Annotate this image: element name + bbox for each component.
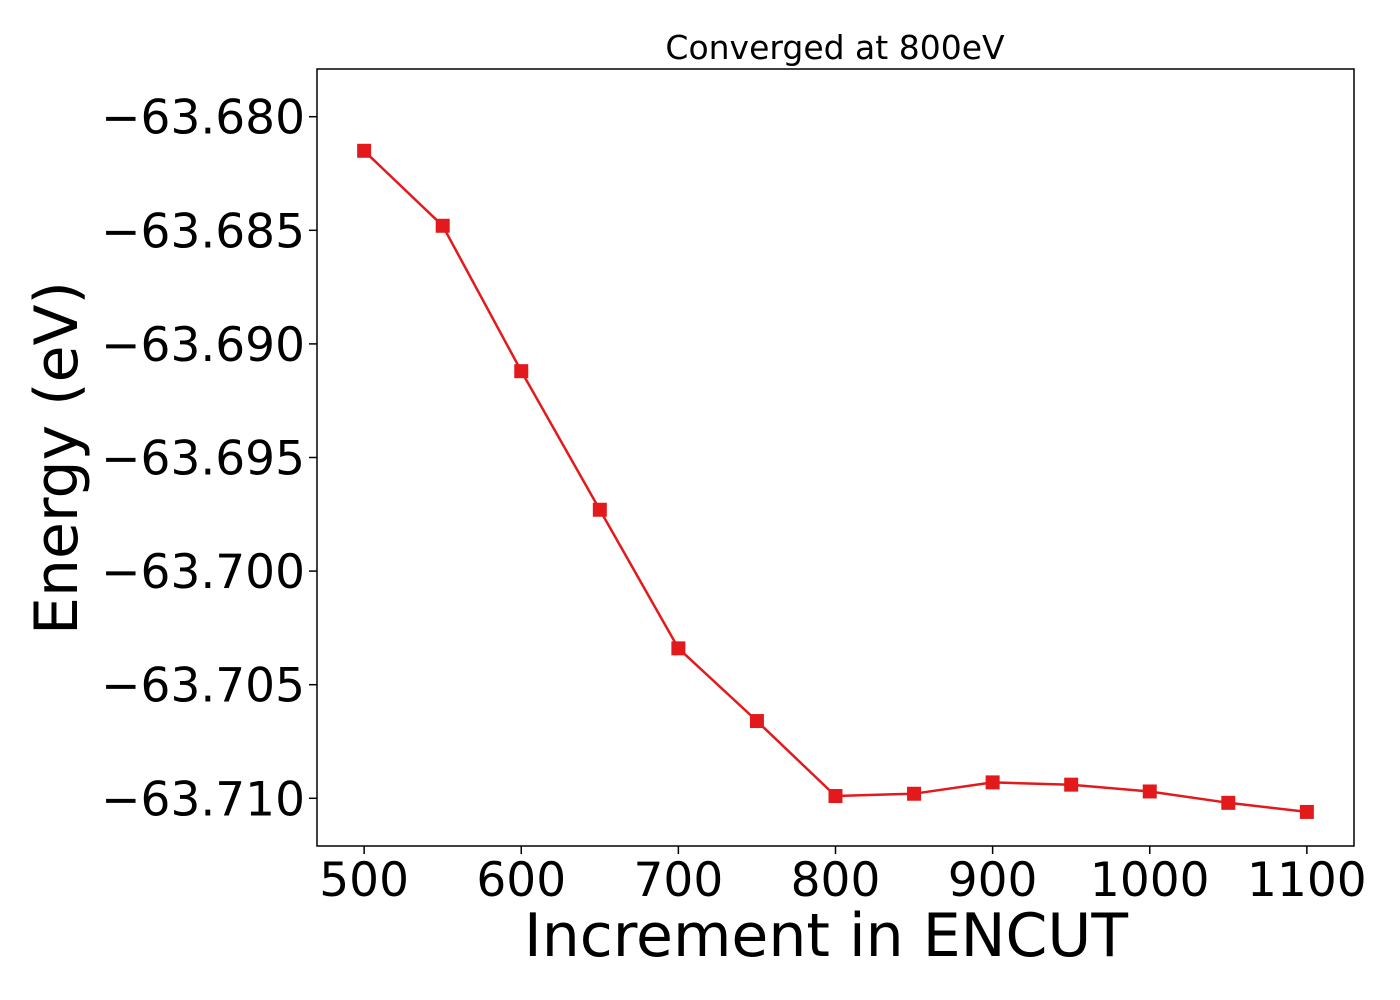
chart-title: Converged at 800eV [665, 28, 1005, 67]
data-point-marker [357, 143, 372, 158]
data-point-marker [671, 641, 686, 656]
x-tick-label: 800 [791, 853, 881, 908]
x-axis-label: Increment in ENCUT [524, 901, 1128, 971]
y-tick-label: −63.710 [101, 772, 305, 827]
data-point-marker [1299, 804, 1314, 819]
x-tick-label: 1100 [1247, 853, 1367, 908]
x-tick-label: 700 [634, 853, 724, 908]
data-point-marker [514, 364, 529, 379]
y-tick-label: −63.705 [101, 659, 305, 714]
x-tick-label: 500 [319, 853, 409, 908]
x-tick-label: 600 [476, 853, 566, 908]
y-tick-label: −63.680 [101, 91, 305, 146]
data-point-marker [1221, 795, 1236, 810]
data-point-marker [907, 786, 922, 801]
y-tick-label: −63.685 [101, 204, 305, 259]
data-point-marker [985, 775, 1000, 790]
y-axis-label: Energy (eV) [22, 281, 92, 635]
x-axis: 500 600 700 800 900 1000 1100 [319, 846, 1367, 908]
series-layer [357, 143, 1314, 819]
data-point-marker [435, 218, 450, 233]
data-point-marker [1142, 784, 1157, 799]
y-axis: −63.680 −63.685 −63.690 −63.695 −63.700 −63.7… [101, 91, 317, 827]
x-tick-label: 900 [948, 853, 1038, 908]
data-point-marker [592, 502, 607, 517]
y-tick-label: −63.700 [101, 545, 305, 600]
plot-area [316, 68, 1355, 847]
y-tick-label: −63.690 [101, 318, 305, 373]
x-tick-label: 1000 [1090, 853, 1210, 908]
data-point-marker [1064, 777, 1079, 792]
y-tick-label: −63.695 [101, 432, 305, 487]
data-point-marker [749, 714, 764, 729]
data-point-marker [828, 789, 843, 804]
